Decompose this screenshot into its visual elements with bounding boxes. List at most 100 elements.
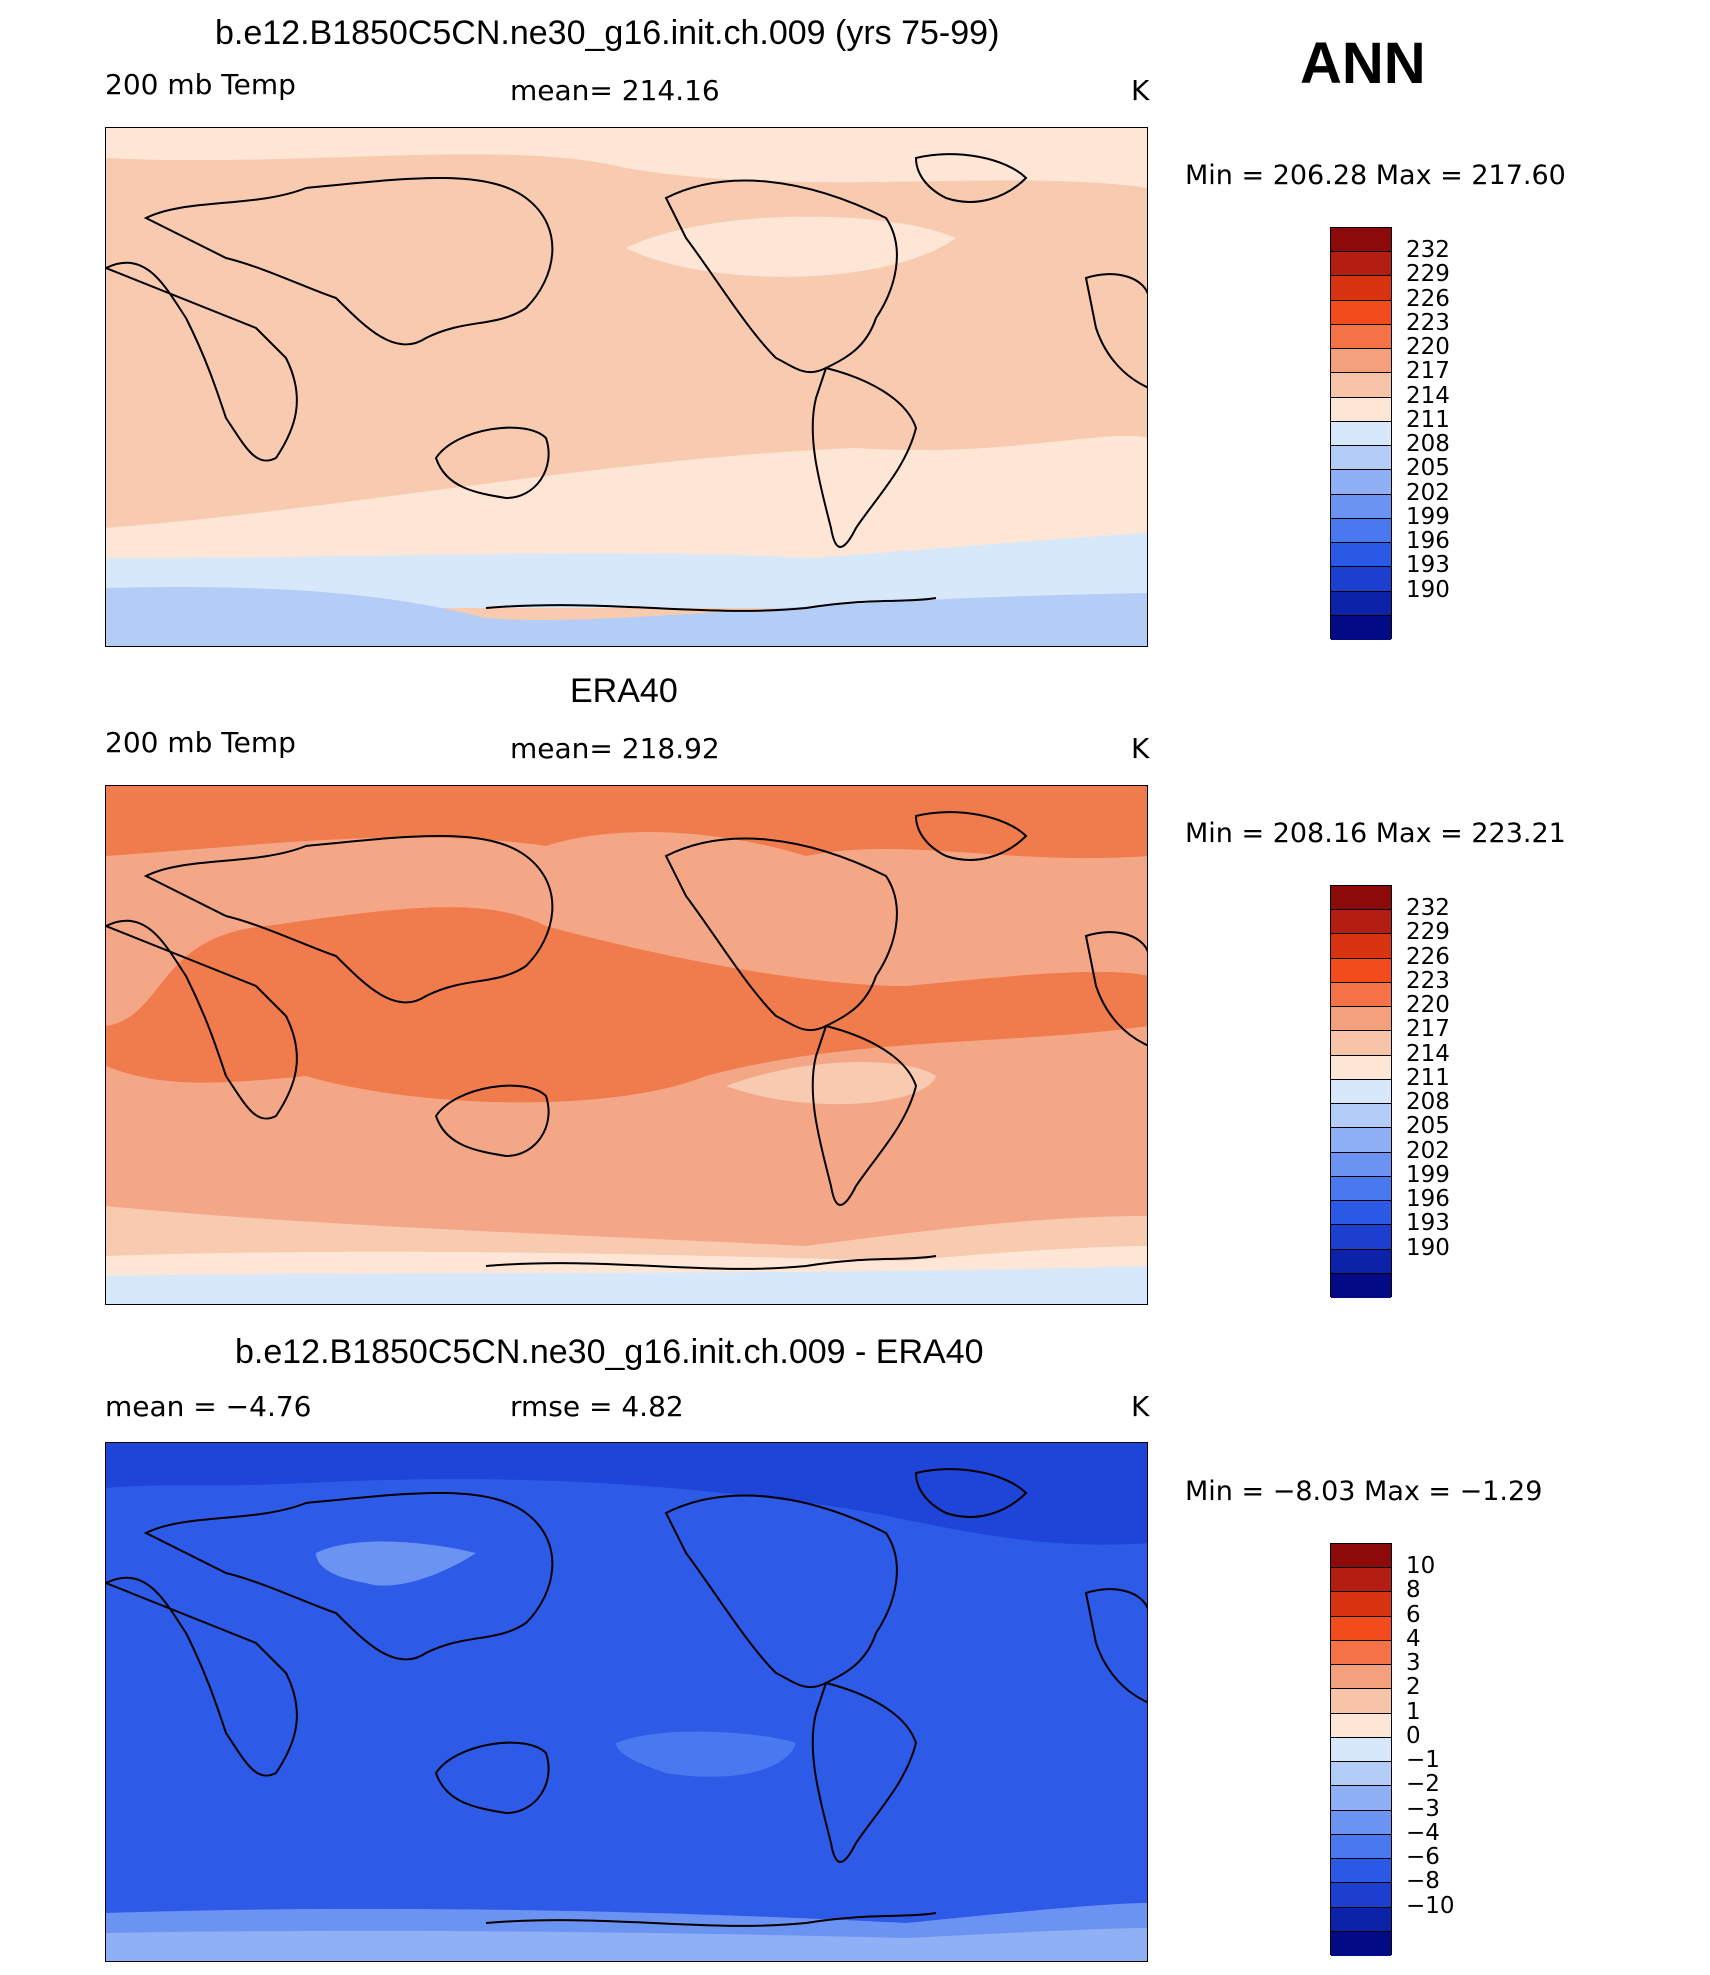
colorbar-tick-label: 190 — [1406, 576, 1450, 603]
colorbar-tick-label: 229 — [1406, 919, 1450, 946]
colorbar-tick-label: 226 — [1406, 285, 1450, 312]
panel-2-mean: mean= 218.92 — [510, 732, 720, 765]
panel-1-fill-band — [106, 128, 1147, 188]
panel-2-left-label: 200 mb Temp — [105, 726, 296, 759]
colorbar-segment — [1331, 1931, 1391, 1956]
colorbar-tick-label: 205 — [1406, 455, 1450, 482]
colorbar-segment — [1331, 1640, 1391, 1666]
colorbar-tick-label: 8 — [1406, 1577, 1421, 1604]
panel-1-colorbar — [1330, 227, 1392, 640]
colorbar-segment — [1331, 276, 1391, 301]
colorbar-tick-label: 208 — [1406, 431, 1450, 458]
colorbar-segment — [1331, 494, 1391, 519]
panel-2-map — [105, 785, 1148, 1305]
panel-2-map-svg — [106, 786, 1147, 1304]
colorbar-segment — [1331, 1031, 1391, 1056]
panel-1-map — [105, 127, 1148, 647]
coastlines — [106, 153, 1147, 612]
panel-1-units: K — [1131, 74, 1150, 107]
colorbar-segment — [1331, 1616, 1391, 1641]
colorbar-tick-label: 193 — [1406, 552, 1450, 579]
colorbar-segment — [1331, 1786, 1391, 1811]
colorbar-tick-label: 208 — [1406, 1089, 1450, 1116]
colorbar-tick-label: 190 — [1406, 1234, 1450, 1261]
colorbar-segment — [1331, 1055, 1391, 1080]
colorbar-segment — [1331, 934, 1391, 959]
panel-1-mean: mean= 214.16 — [510, 74, 720, 107]
panel-3-fill-band — [106, 1443, 1147, 1545]
colorbar-tick-label: 211 — [1406, 1064, 1450, 1091]
colorbar-segment — [1331, 1859, 1391, 1884]
colorbar-tick-label: −4 — [1406, 1819, 1440, 1846]
colorbar-tick-label: 0 — [1406, 1722, 1421, 1749]
colorbar-segment — [1331, 1762, 1391, 1787]
colorbar-segment — [1331, 1568, 1391, 1593]
colorbar-segment — [1331, 1689, 1391, 1714]
colorbar-tick-label: 196 — [1406, 1186, 1450, 1213]
panel-2-fill-band — [106, 786, 1147, 859]
panel-2-min-max: Min = 208.16 Max = 223.21 — [1185, 818, 1566, 849]
colorbar-tick-label: −2 — [1406, 1771, 1440, 1798]
colorbar-tick-label: 202 — [1406, 1137, 1450, 1164]
colorbar-segment — [1331, 1201, 1391, 1226]
panel-1-left-label: 200 mb Temp — [105, 68, 296, 101]
colorbar-segment — [1331, 958, 1391, 983]
colorbar-tick-label: 214 — [1406, 1040, 1450, 1067]
panel-1-min-max: Min = 206.28 Max = 217.60 — [1185, 160, 1566, 191]
colorbar-tick-label: 223 — [1406, 967, 1450, 994]
colorbar-tick-label: 6 — [1406, 1601, 1421, 1628]
colorbar-segment — [1331, 982, 1391, 1008]
panel-3-colorbar — [1330, 1543, 1392, 1956]
colorbar-segment — [1331, 1225, 1391, 1250]
colorbar-tick-label: −8 — [1406, 1868, 1440, 1895]
colorbar-segment — [1331, 1104, 1391, 1129]
colorbar-segment — [1331, 1128, 1391, 1153]
colorbar-segment — [1331, 1592, 1391, 1617]
colorbar-segment — [1331, 615, 1391, 640]
colorbar-tick-label: 229 — [1406, 261, 1450, 288]
colorbar-segment — [1331, 886, 1391, 911]
colorbar-segment — [1331, 1810, 1391, 1835]
colorbar-tick-label: −3 — [1406, 1795, 1440, 1822]
panel-3-units: K — [1131, 1390, 1150, 1423]
colorbar-tick-label: 232 — [1406, 237, 1450, 264]
colorbar-tick-label: 220 — [1406, 334, 1450, 361]
colorbar-segment — [1331, 228, 1391, 253]
colorbar-tick-label: −1 — [1406, 1747, 1440, 1774]
coastlines — [106, 811, 1147, 1270]
colorbar-tick-label: 199 — [1406, 1161, 1450, 1188]
panel-3-map-svg — [106, 1443, 1147, 1961]
colorbar-tick-label: −6 — [1406, 1844, 1440, 1871]
colorbar-tick-label: 223 — [1406, 309, 1450, 336]
colorbar-segment — [1331, 1249, 1391, 1274]
colorbar-segment — [1331, 1079, 1391, 1105]
panel-3-min-max: Min = −8.03 Max = −1.29 — [1185, 1476, 1543, 1507]
colorbar-tick-label: 202 — [1406, 479, 1450, 506]
colorbar-segment — [1331, 397, 1391, 422]
colorbar-segment — [1331, 1544, 1391, 1569]
colorbar-tick-label: 205 — [1406, 1113, 1450, 1140]
colorbar-segment — [1331, 1665, 1391, 1690]
panel-3-rmse: rmse = 4.82 — [510, 1390, 684, 1423]
panel-3-fill-band — [616, 1731, 796, 1777]
panel-3-map — [105, 1442, 1148, 1962]
panel-2-fill-band — [726, 1062, 936, 1105]
colorbar-tick-label: 193 — [1406, 1210, 1450, 1237]
colorbar-segment — [1331, 1007, 1391, 1032]
panel-2-fill-band — [106, 1266, 1147, 1304]
colorbar-segment — [1331, 470, 1391, 495]
colorbar-tick-label: 1 — [1406, 1698, 1421, 1725]
colorbar-segment — [1331, 300, 1391, 325]
colorbar-segment — [1331, 1737, 1391, 1763]
panel-3-left-label: mean = −4.76 — [105, 1390, 312, 1423]
colorbar-tick-label: 220 — [1406, 992, 1450, 1019]
colorbar-segment — [1331, 567, 1391, 592]
panel-3-fill-band — [106, 1928, 1147, 1961]
season-label: ANN — [1300, 31, 1426, 96]
panel-2-fill-band — [106, 907, 1147, 1103]
colorbar-tick-label: 217 — [1406, 358, 1450, 385]
colorbar-tick-label: −10 — [1406, 1892, 1455, 1919]
panel-3-title: b.e12.B1850C5CN.ne30_g16.init.ch.009 - E… — [235, 1333, 984, 1371]
panel-1-fill-band — [106, 587, 1147, 646]
coastlines — [106, 1468, 1147, 1927]
